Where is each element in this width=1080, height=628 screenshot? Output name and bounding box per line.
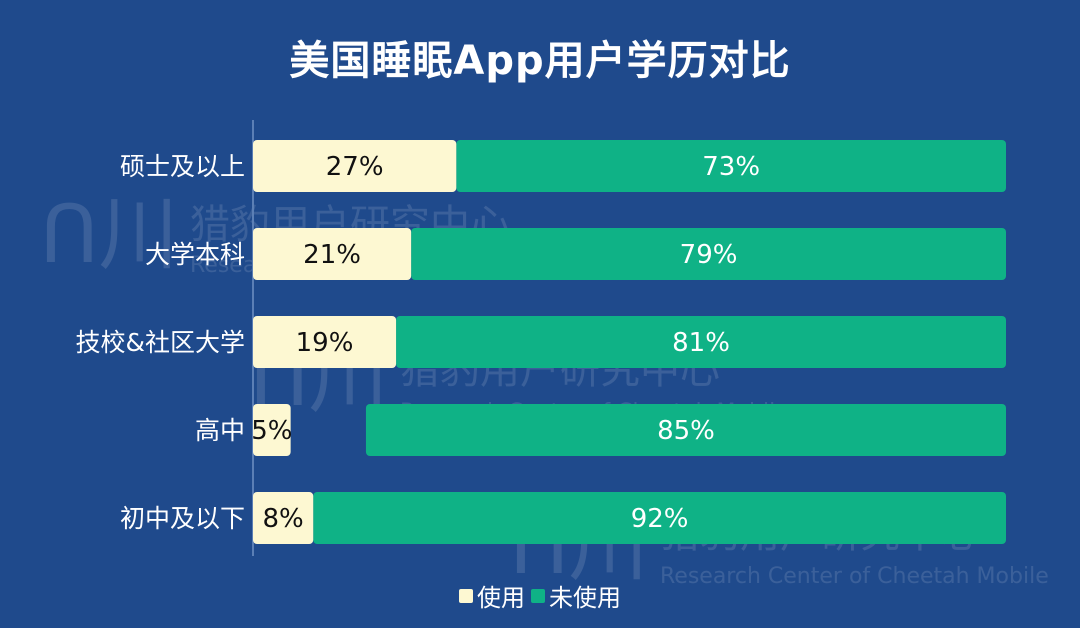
- data-label-unused: 73%: [702, 152, 760, 182]
- bar-unused: [396, 316, 1006, 368]
- legend: 使用 未使用: [0, 578, 1080, 613]
- legend-swatch-used: [459, 588, 473, 603]
- legend-item-used: 使用: [459, 578, 525, 613]
- data-label-used: 19%: [296, 328, 354, 358]
- bar-used: [253, 492, 314, 544]
- data-label-used: 27%: [326, 152, 384, 182]
- bar-used: [253, 140, 457, 192]
- category-label: 高中: [195, 416, 245, 445]
- watermark-text-en: Research Center of Cheetah Mobile: [660, 564, 1049, 589]
- bar-used: [253, 404, 291, 456]
- legend-label-used: 使用: [477, 584, 525, 612]
- data-label-used: 21%: [303, 240, 361, 270]
- legend-swatch-unused: [531, 588, 545, 603]
- data-label-unused: 92%: [631, 504, 689, 534]
- chart-title: 美国睡眠App用户学历对比: [289, 38, 791, 84]
- category-label: 硕士及以上: [120, 152, 245, 181]
- data-label-unused: 85%: [657, 416, 715, 446]
- legend-item-unused: 未使用: [531, 578, 621, 613]
- bar-used: [253, 316, 397, 368]
- bars-group: 硕士及以上 27% 73% 大学本科 21% 79% 技校&社区大学 19% 81% 高中 5% 85…: [76, 140, 1006, 544]
- data-label-used: 8%: [262, 504, 303, 534]
- bar-unused: [456, 140, 1006, 192]
- bar-used: [253, 228, 412, 280]
- bar-unused: [411, 228, 1006, 280]
- category-label: 技校&社区大学: [76, 328, 246, 357]
- data-label-unused: 79%: [680, 240, 738, 270]
- category-label: 初中及以下: [120, 504, 245, 533]
- category-label: 大学本科: [145, 240, 245, 269]
- bar-unused: [313, 492, 1006, 544]
- data-label-used: 5%: [251, 416, 292, 446]
- data-label-unused: 81%: [672, 328, 730, 358]
- watermark-logo: ᑎ川: [40, 188, 179, 281]
- bar-unused: [365, 404, 1006, 456]
- legend-label-unused: 未使用: [549, 584, 621, 612]
